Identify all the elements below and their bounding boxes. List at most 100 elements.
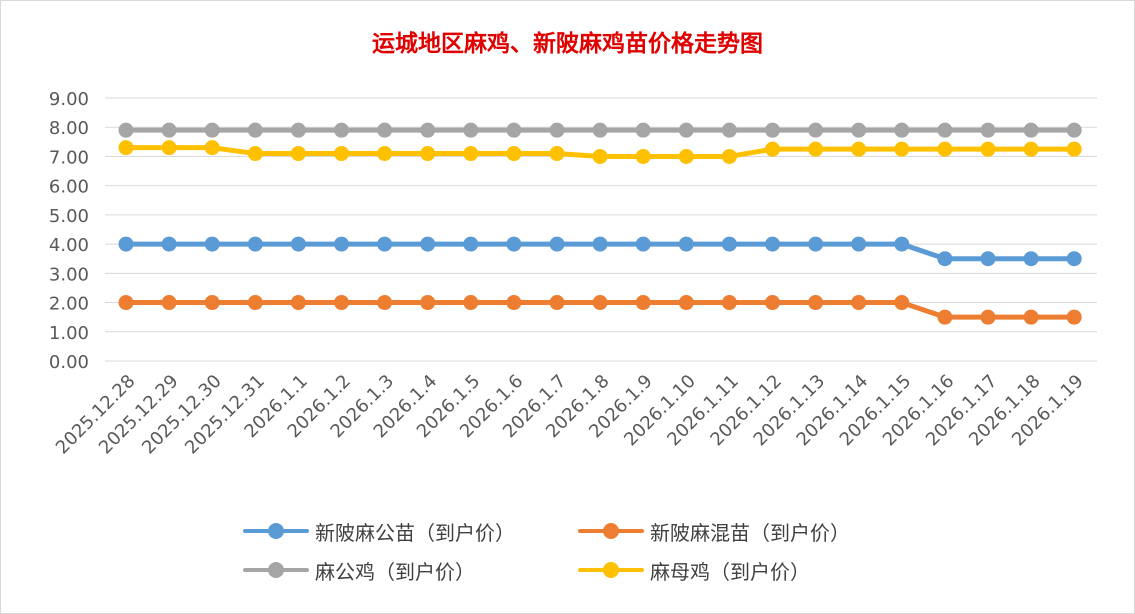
data-point [808, 122, 824, 138]
data-point [851, 295, 867, 311]
data-point [506, 146, 522, 162]
data-point [204, 122, 220, 138]
legend-label-gongji: 麻公鸡（到户价） [315, 559, 475, 584]
data-point [592, 236, 608, 252]
data-point [161, 140, 177, 156]
legend-item-gongmiao: 新陂麻公苗（到户价） [243, 516, 515, 546]
legend-swatch-muji [578, 558, 644, 582]
data-point [721, 236, 737, 252]
data-point [765, 295, 780, 311]
data-point [1066, 141, 1082, 157]
data-point [894, 141, 910, 157]
data-point [937, 309, 953, 325]
data-point [851, 122, 867, 138]
x-axis-ticks: 2025.12.282025.12.292025.12.302025.12.31… [52, 371, 1088, 459]
data-point [334, 122, 349, 138]
data-point [635, 148, 651, 164]
data-point [118, 236, 134, 252]
data-point [290, 295, 306, 311]
data-point [937, 122, 953, 138]
legend-item-muji: 麻母鸡（到户价） [578, 555, 810, 585]
data-point [851, 236, 867, 252]
data-point [247, 146, 263, 162]
data-point [721, 295, 737, 311]
data-point [678, 122, 694, 138]
legend-label-hunmiao: 新陂麻混苗（到户价） [650, 520, 850, 545]
data-point [678, 295, 694, 311]
data-point [765, 122, 780, 138]
data-point [420, 295, 436, 311]
legend-item-gongji: 麻公鸡（到户价） [243, 555, 475, 585]
data-point [506, 122, 522, 138]
y-tick-label: 2.00 [49, 294, 89, 315]
data-point [1023, 122, 1039, 138]
y-tick-label: 5.00 [49, 206, 89, 227]
data-point [635, 122, 651, 138]
y-tick-label: 3.00 [49, 264, 89, 285]
data-point [290, 236, 306, 252]
data-point [678, 236, 694, 252]
data-point [118, 295, 134, 311]
data-point [894, 122, 910, 138]
data-point [1023, 309, 1039, 325]
data-point [463, 122, 479, 138]
data-point [808, 295, 824, 311]
y-tick-label: 1.00 [49, 323, 89, 344]
legend-swatch-gongmiao [243, 519, 309, 543]
data-point [377, 236, 393, 252]
data-point [980, 141, 996, 157]
data-point [420, 122, 436, 138]
series-0 [118, 236, 1082, 267]
data-point [808, 236, 824, 252]
data-point [1066, 251, 1082, 267]
data-point [592, 148, 608, 164]
data-point [635, 295, 651, 311]
data-point [161, 236, 177, 252]
data-point [204, 236, 220, 252]
data-point [980, 122, 996, 138]
data-point [721, 122, 737, 138]
data-point [506, 295, 522, 311]
data-point [118, 140, 134, 156]
data-point [204, 140, 220, 156]
data-point [161, 122, 177, 138]
series-2 [118, 122, 1082, 138]
legend-item-hunmiao: 新陂麻混苗（到户价） [578, 516, 850, 546]
series-layer [118, 122, 1082, 325]
data-point [247, 122, 263, 138]
data-point [1023, 141, 1039, 157]
data-point [635, 236, 651, 252]
chart-title: 运城地区麻鸡、新陂麻鸡苗价格走势图 [372, 30, 763, 57]
y-tick-label: 7.00 [49, 147, 89, 168]
data-point [592, 122, 608, 138]
data-point [118, 122, 134, 138]
data-point [549, 236, 565, 252]
data-point [808, 141, 824, 157]
legend-swatch-gongji [243, 558, 309, 582]
data-point [334, 146, 349, 162]
legend-label-muji: 麻母鸡（到户价） [650, 559, 810, 584]
legend-label-gongmiao: 新陂麻公苗（到户价） [315, 520, 515, 545]
y-tick-label: 0.00 [49, 352, 89, 373]
data-point [1066, 122, 1082, 138]
data-point [247, 295, 263, 311]
data-point [894, 295, 910, 311]
data-point [937, 141, 953, 157]
data-point [980, 251, 996, 267]
data-point [1066, 309, 1082, 325]
data-point [420, 146, 436, 162]
data-point [290, 122, 306, 138]
data-point [377, 146, 393, 162]
data-point [463, 146, 479, 162]
series-1 [118, 295, 1082, 325]
y-tick-label: 9.00 [49, 89, 89, 110]
data-point [334, 236, 349, 252]
data-point [765, 236, 780, 252]
y-tick-label: 6.00 [49, 177, 89, 198]
data-point [549, 122, 565, 138]
data-point [937, 251, 953, 267]
data-point [851, 141, 867, 157]
data-point [1023, 251, 1039, 267]
series-3 [118, 140, 1082, 164]
